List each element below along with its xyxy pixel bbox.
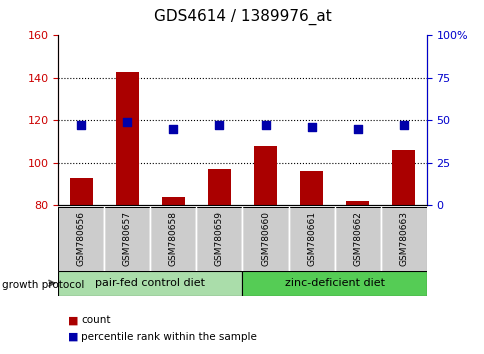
Text: GSM780662: GSM780662 [352, 211, 362, 267]
Bar [346, 201, 368, 205]
Bar [288, 207, 334, 271]
Bar [162, 197, 184, 205]
Point [261, 122, 269, 128]
Bar [392, 150, 414, 205]
Text: percentile rank within the sample: percentile rank within the sample [81, 332, 257, 342]
Text: GSM780657: GSM780657 [122, 211, 132, 267]
Text: ■: ■ [68, 332, 78, 342]
Bar [58, 207, 104, 271]
Text: ■: ■ [68, 315, 78, 325]
Bar [70, 178, 92, 205]
Bar [242, 271, 426, 296]
Point [169, 126, 177, 132]
Text: zinc-deficient diet: zinc-deficient diet [284, 278, 384, 288]
Bar [116, 72, 138, 205]
Bar [380, 207, 426, 271]
Bar [150, 207, 196, 271]
Point [353, 126, 361, 132]
Bar [58, 271, 242, 296]
Bar [242, 207, 288, 271]
Point [307, 124, 315, 130]
Text: GSM780658: GSM780658 [168, 211, 178, 267]
Text: GSM780656: GSM780656 [76, 211, 86, 267]
Text: GSM780661: GSM780661 [306, 211, 316, 267]
Point [77, 122, 85, 128]
Bar [300, 171, 322, 205]
Bar [208, 169, 230, 205]
Text: GDS4614 / 1389976_at: GDS4614 / 1389976_at [153, 9, 331, 25]
Bar [104, 207, 150, 271]
Bar [334, 207, 380, 271]
Text: GSM780663: GSM780663 [398, 211, 408, 267]
Point [399, 122, 407, 128]
Text: GSM780660: GSM780660 [260, 211, 270, 267]
Text: GSM780659: GSM780659 [214, 211, 224, 267]
Bar [196, 207, 242, 271]
Point [215, 122, 223, 128]
Text: growth protocol: growth protocol [2, 280, 85, 290]
Point [123, 119, 131, 125]
Text: pair-fed control diet: pair-fed control diet [95, 278, 205, 288]
Bar [254, 146, 276, 205]
Text: count: count [81, 315, 111, 325]
